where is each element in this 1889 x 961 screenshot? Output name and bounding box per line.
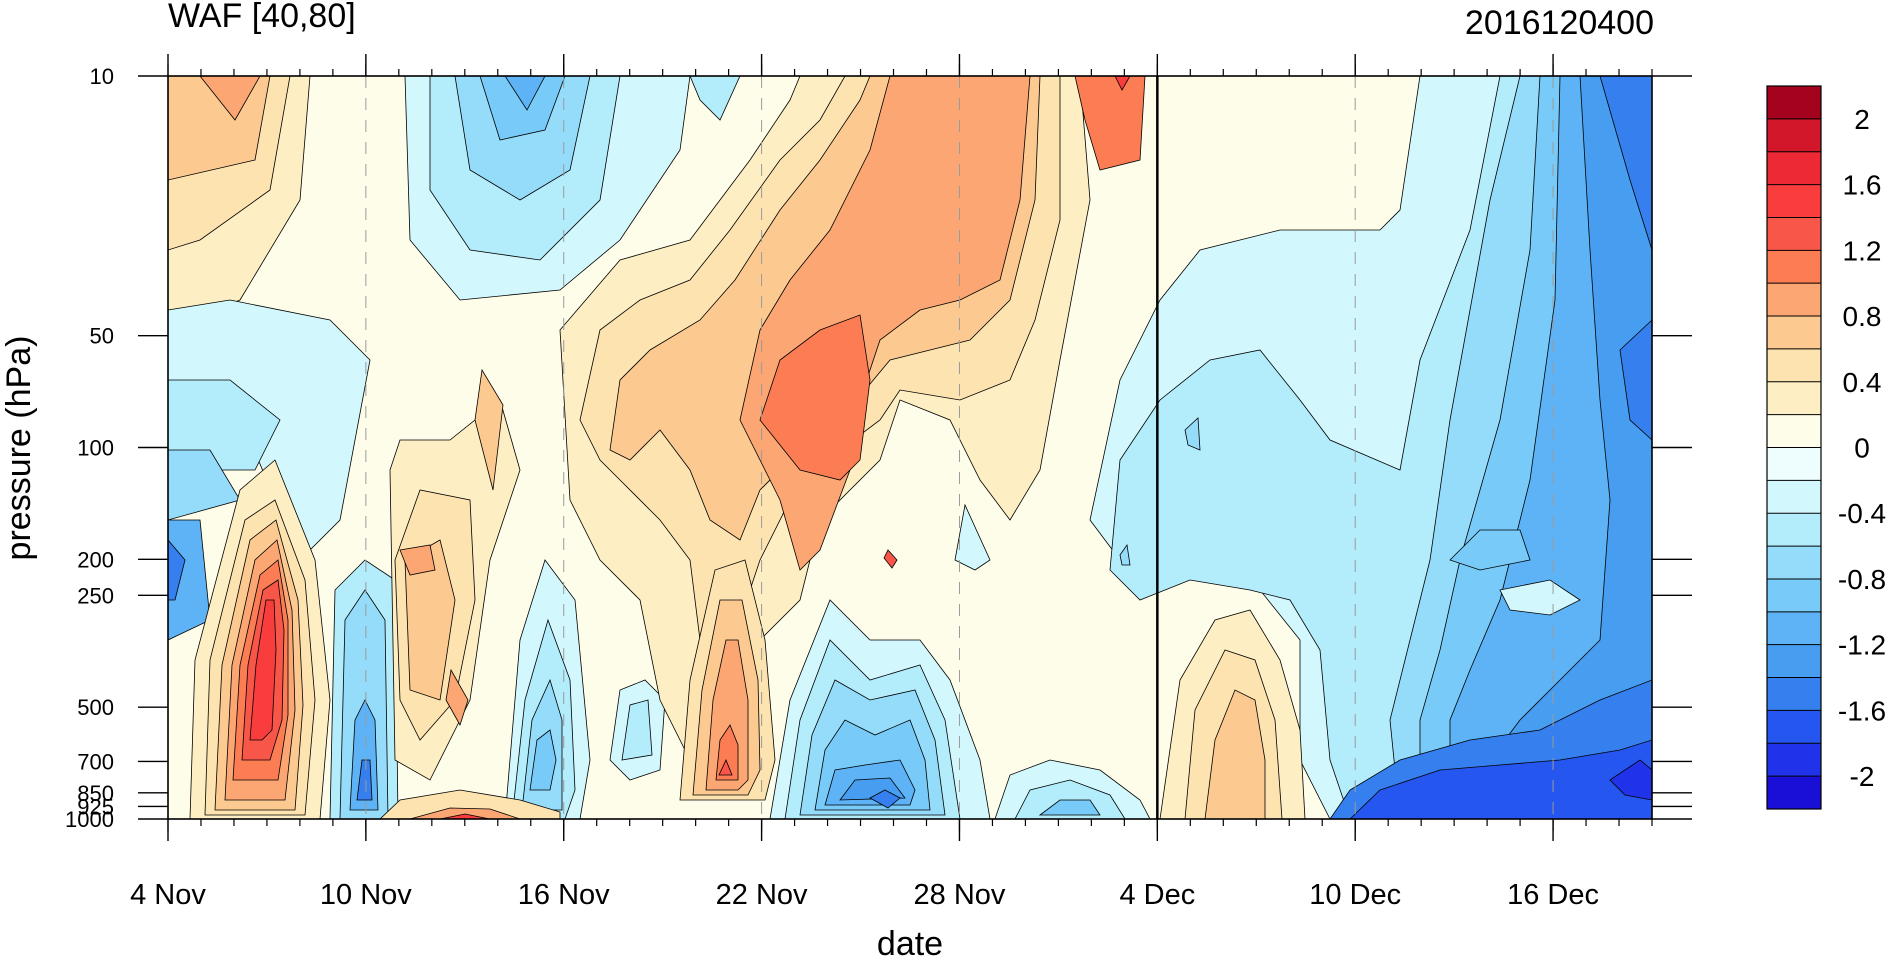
colorbar-swatch: [1767, 348, 1821, 383]
contour-band-cold: [529, 729, 557, 791]
colorbar-label: -2: [1850, 761, 1875, 792]
x-tick-label: 22 Nov: [716, 879, 808, 911]
contour-band-cold: [356, 759, 373, 801]
contour-band-cold: [1479, 76, 1652, 819]
x-tick-label: 4 Dec: [1119, 879, 1195, 911]
colorbar-label: 0.4: [1843, 367, 1882, 398]
colorbar-label: -0.4: [1838, 498, 1886, 529]
contour-band-cold: [168, 539, 186, 601]
contour-band-warm: [404, 539, 456, 701]
contour-band-warm: [715, 724, 739, 781]
chart-title-left: WAF [40,80]: [168, 0, 356, 35]
colorbar-swatch: [1767, 513, 1821, 547]
y-tick-label: 100: [77, 436, 114, 461]
contour-band-cold: [1014, 779, 1126, 819]
y-tick-label: 50: [90, 324, 114, 349]
x-tick-label: 10 Nov: [320, 879, 412, 911]
contour-band-warm: [249, 599, 277, 741]
colorbar-swatch: [1767, 86, 1821, 120]
colorbar-frame: [1766, 85, 1822, 810]
contour-band-cold: [1038, 799, 1101, 816]
colorbar-swatch: [1767, 447, 1821, 481]
colorbar-label: 0: [1854, 433, 1870, 464]
colorbar-swatch: [1767, 677, 1821, 711]
contour-band-cold: [1184, 417, 1201, 451]
contour-band-warm: [1204, 689, 1266, 819]
contour-band-cold: [1449, 529, 1531, 571]
x-tick-label: 4 Nov: [130, 879, 206, 911]
contour-band-warm: [409, 807, 521, 819]
colorbar-swatch: [1767, 776, 1821, 810]
colorbar-swatch: [1767, 414, 1821, 448]
contour-band-cold: [1119, 543, 1131, 566]
colorbar-swatch: [1767, 381, 1821, 416]
contour-band-cold: [1619, 319, 1652, 441]
y-axis-label: pressure (hPa): [0, 336, 38, 561]
colorbar-swatch: [1767, 316, 1821, 350]
contour-band-cold: [504, 76, 546, 111]
x-tick-label: 10 Dec: [1309, 879, 1401, 911]
contour-band-warm: [1114, 76, 1131, 91]
colorbar-swatch: [1767, 578, 1821, 613]
x-tick-label: 28 Nov: [914, 879, 1006, 911]
y-tick-label: 700: [77, 749, 114, 774]
chart-title-right: 2016120400: [1465, 4, 1654, 42]
colorbar-label: 0.8: [1843, 301, 1882, 332]
contour-band-cold: [1599, 76, 1652, 251]
colorbar-swatch: [1767, 283, 1821, 317]
y-tick-label: 250: [77, 583, 114, 608]
contour-band-warm: [883, 549, 898, 569]
colorbar-label: 2: [1854, 104, 1870, 135]
contour-band-warm: [718, 758, 733, 776]
contour-band-cold: [954, 503, 991, 571]
colorbar-swatch: [1767, 250, 1821, 284]
x-tick-label: 16 Dec: [1507, 879, 1599, 911]
contour-band-warm: [379, 789, 561, 819]
contour-band-warm: [445, 668, 469, 726]
contour-band-cold: [869, 789, 901, 809]
contour-band-cold: [168, 379, 281, 471]
colorbar: 2 1.6 1.2 0.8 0.4 0 -0.4 -0.8 -1.2 -1.6 -2: [1766, 85, 1886, 810]
colorbar-swatch: [1767, 644, 1821, 679]
colorbar-swatch: [1767, 118, 1821, 153]
colorbar-swatch: [1767, 480, 1821, 514]
x-tick-label: 16 Nov: [518, 879, 610, 911]
colorbar-swatch: [1767, 217, 1821, 251]
colorbar-label: 1.2: [1843, 235, 1882, 266]
colorbar-swatch: [1767, 184, 1821, 218]
colorbar-swatch: [1767, 611, 1821, 646]
y-tick-label: 500: [77, 695, 114, 720]
contour-band-cold: [621, 699, 653, 761]
contour-band-warm: [199, 76, 261, 121]
y-tick-label: 1000: [65, 807, 114, 832]
y-tick-label: 925: [77, 794, 114, 819]
contour-band-warm: [474, 368, 504, 491]
colorbar-label: -0.8: [1838, 564, 1886, 595]
contour-band-cold: [479, 76, 566, 141]
contour-band-cold: [1609, 759, 1652, 801]
contour-band-cold: [454, 76, 591, 201]
y-tick-label: 200: [77, 547, 114, 572]
x-axis-label: date: [877, 925, 943, 961]
contour-band-warm: [439, 813, 491, 819]
contour-field: [168, 76, 1652, 819]
contour-band-warm: [759, 314, 871, 481]
colorbar-swatch: [1767, 710, 1821, 744]
y-tick-label: 850: [77, 781, 114, 806]
colorbar-swatch: [1767, 151, 1821, 186]
colorbar-label: 1.6: [1843, 170, 1882, 201]
colorbar-label: -1.2: [1838, 630, 1886, 661]
contour-band-cold: [1499, 579, 1581, 616]
contour-band-cold: [689, 76, 741, 121]
y-tick-label: 10: [90, 64, 114, 89]
axis-ticks: 4 Nov 10 Nov 16 Nov 22 Nov 28 Nov 4 Dec 10 Dec…: [65, 54, 1692, 911]
contour-band-warm: [1074, 76, 1146, 171]
contour-band-cold: [1349, 739, 1652, 819]
colorbar-label: -1.6: [1838, 695, 1886, 726]
colorbar-swatch: [1767, 546, 1821, 580]
contour-band-warm: [399, 544, 436, 576]
colorbar-swatch: [1767, 743, 1821, 777]
